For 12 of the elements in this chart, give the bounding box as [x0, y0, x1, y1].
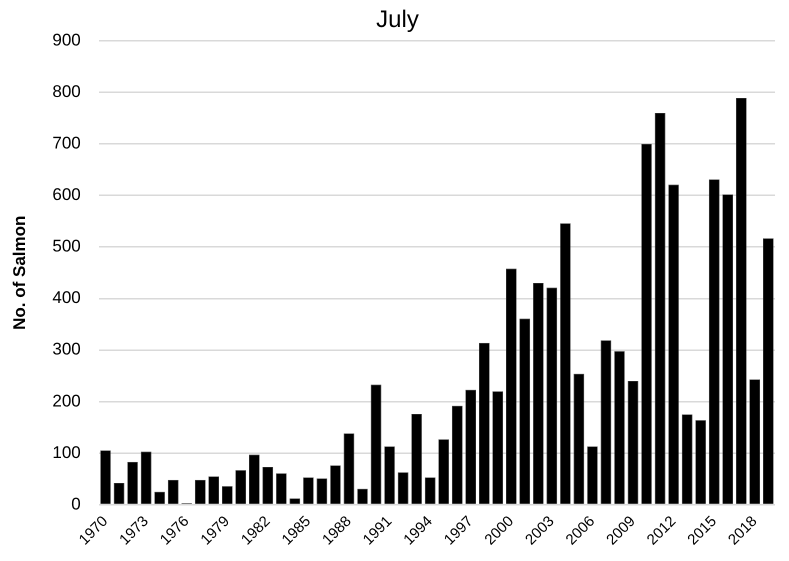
y-tick-label: 500	[52, 236, 81, 256]
y-tick-label: 0	[71, 494, 81, 514]
y-tick-label: 100	[52, 442, 81, 462]
y-tick-label: 900	[52, 30, 81, 50]
y-axis-title: No. of Salmon	[10, 216, 29, 330]
y-tick-label: 700	[52, 134, 81, 153]
y-tick-label: 600	[52, 185, 81, 204]
y-tick-label: 800	[52, 82, 81, 102]
y-tick-label: 400	[52, 288, 81, 308]
y-tick-label: 200	[52, 391, 81, 410]
chart-title: July	[376, 6, 419, 34]
y-tick-label: 300	[52, 340, 81, 359]
